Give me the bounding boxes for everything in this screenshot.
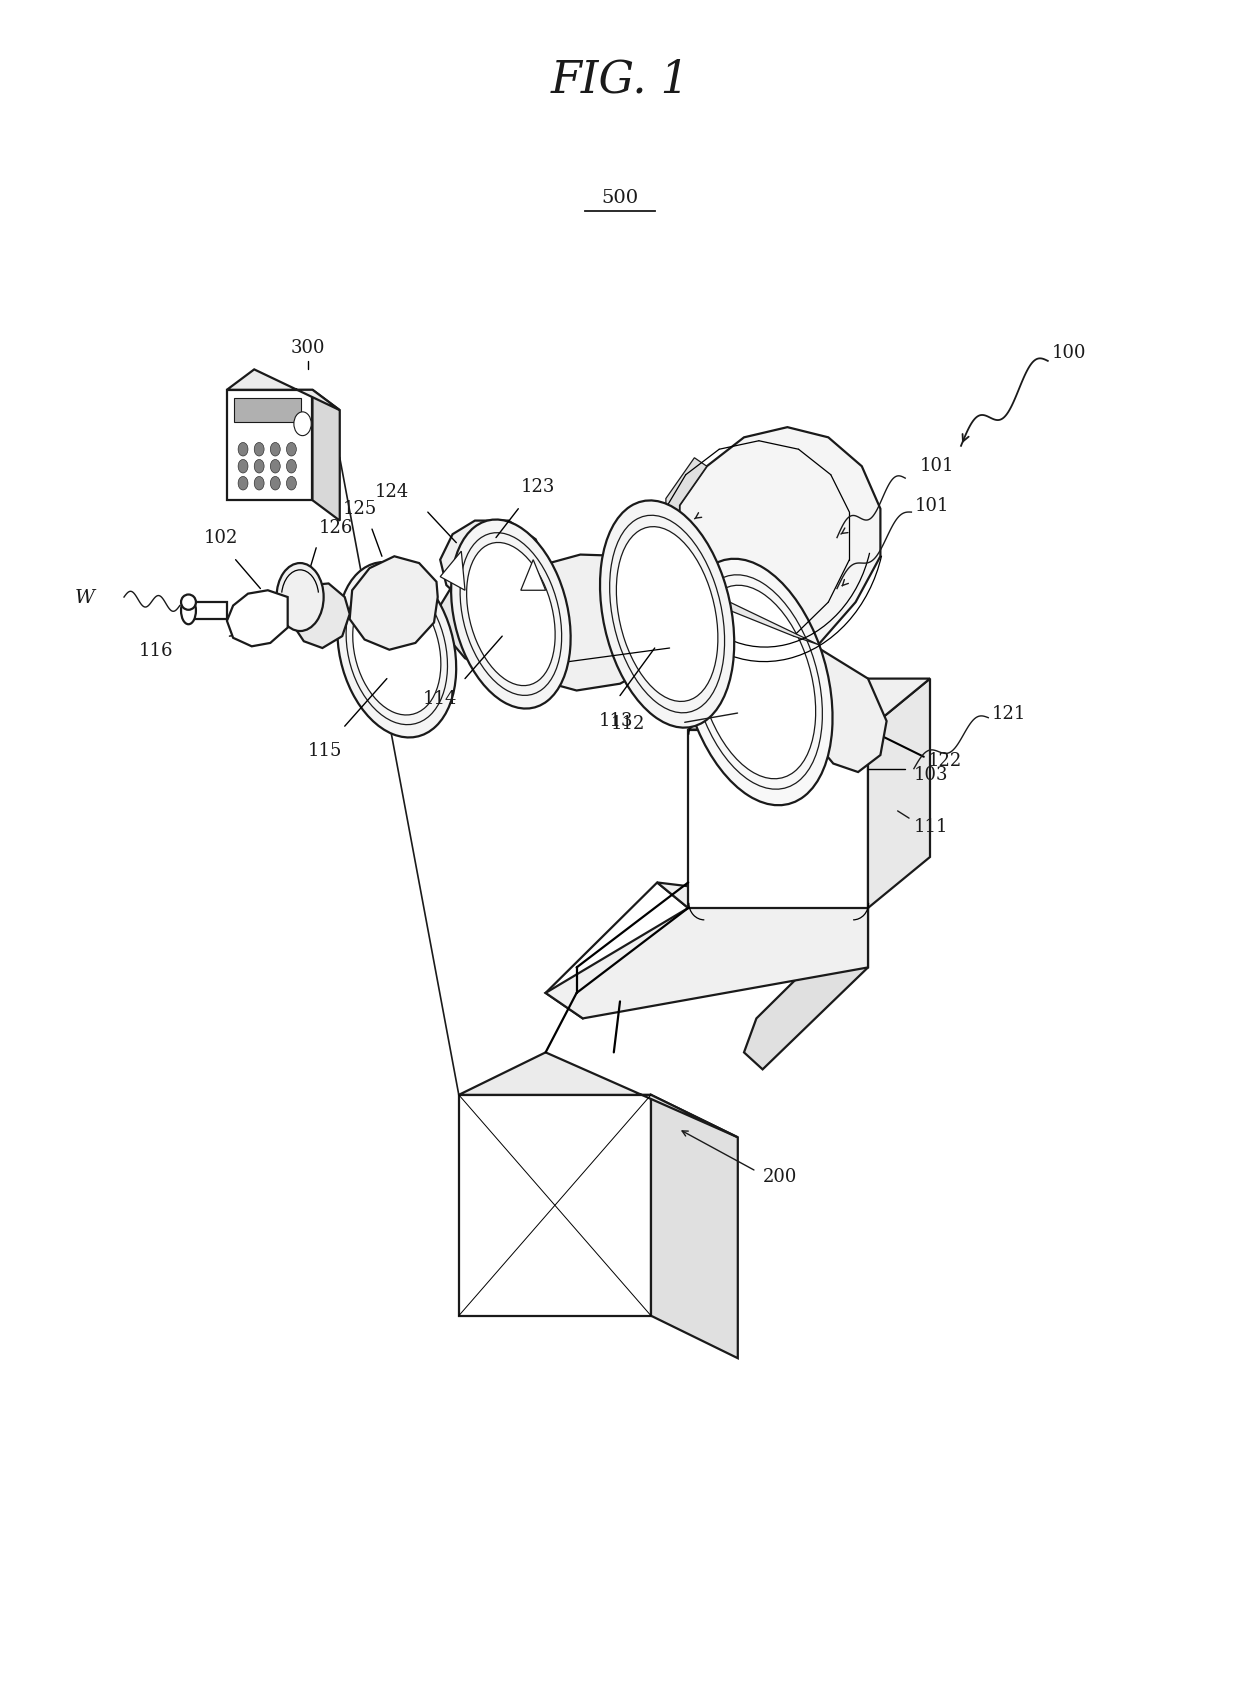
Polygon shape xyxy=(227,391,312,501)
Polygon shape xyxy=(440,521,546,611)
Text: 121: 121 xyxy=(992,705,1027,722)
Polygon shape xyxy=(227,370,340,411)
Ellipse shape xyxy=(337,562,456,739)
Circle shape xyxy=(286,477,296,491)
Polygon shape xyxy=(701,598,818,645)
Ellipse shape xyxy=(697,586,816,779)
Text: 101: 101 xyxy=(915,498,950,514)
Polygon shape xyxy=(546,883,868,1019)
Ellipse shape xyxy=(181,596,196,611)
Text: FIG. 1: FIG. 1 xyxy=(551,58,689,102)
Text: W: W xyxy=(74,589,94,606)
Circle shape xyxy=(294,413,311,436)
Circle shape xyxy=(238,460,248,474)
Text: 112: 112 xyxy=(610,715,645,732)
Polygon shape xyxy=(484,555,670,691)
Polygon shape xyxy=(804,649,887,773)
Ellipse shape xyxy=(277,564,324,632)
Ellipse shape xyxy=(600,501,734,728)
Polygon shape xyxy=(440,552,465,591)
Polygon shape xyxy=(651,1095,738,1358)
Circle shape xyxy=(286,443,296,457)
Ellipse shape xyxy=(466,543,556,686)
Circle shape xyxy=(238,443,248,457)
Polygon shape xyxy=(688,730,868,908)
Circle shape xyxy=(238,477,248,491)
Circle shape xyxy=(254,443,264,457)
Polygon shape xyxy=(744,908,868,1070)
Ellipse shape xyxy=(181,598,196,625)
Ellipse shape xyxy=(451,520,570,710)
Text: 200: 200 xyxy=(763,1168,797,1185)
Text: 100: 100 xyxy=(1052,345,1086,362)
Text: 122: 122 xyxy=(928,752,962,769)
Text: 126: 126 xyxy=(319,518,353,537)
Polygon shape xyxy=(440,577,543,671)
Circle shape xyxy=(286,460,296,474)
Circle shape xyxy=(270,443,280,457)
Text: 115: 115 xyxy=(308,742,342,761)
Text: 102: 102 xyxy=(203,528,238,547)
Ellipse shape xyxy=(681,559,832,807)
FancyBboxPatch shape xyxy=(234,399,301,423)
Polygon shape xyxy=(459,1095,651,1316)
Polygon shape xyxy=(680,428,880,645)
Text: 123: 123 xyxy=(521,477,556,496)
Text: 124: 124 xyxy=(374,482,409,501)
Text: 113: 113 xyxy=(599,711,634,730)
Polygon shape xyxy=(227,591,288,647)
Polygon shape xyxy=(546,883,688,1019)
Text: 101: 101 xyxy=(920,457,955,474)
Circle shape xyxy=(254,460,264,474)
Circle shape xyxy=(270,477,280,491)
Text: 116: 116 xyxy=(139,642,174,659)
Ellipse shape xyxy=(616,528,718,701)
Text: 114: 114 xyxy=(423,689,458,708)
Polygon shape xyxy=(688,679,930,730)
Polygon shape xyxy=(459,1053,738,1138)
Polygon shape xyxy=(350,557,438,650)
Polygon shape xyxy=(291,584,350,649)
Polygon shape xyxy=(188,603,227,620)
Text: 111: 111 xyxy=(914,818,949,835)
Text: 125: 125 xyxy=(342,499,377,518)
Circle shape xyxy=(254,477,264,491)
Polygon shape xyxy=(666,458,707,603)
Polygon shape xyxy=(312,391,340,521)
Text: 300: 300 xyxy=(290,338,325,357)
Polygon shape xyxy=(521,560,546,591)
Text: 500: 500 xyxy=(601,188,639,207)
Text: 103: 103 xyxy=(914,766,949,783)
Circle shape xyxy=(270,460,280,474)
Ellipse shape xyxy=(352,586,441,715)
Polygon shape xyxy=(868,679,930,908)
